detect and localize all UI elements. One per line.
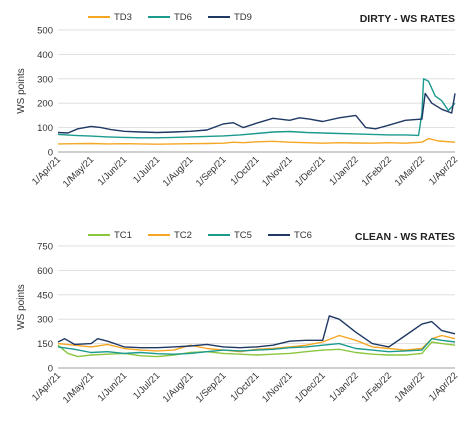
- chart-title: CLEAN - WS RATES: [355, 231, 455, 243]
- x-tick-label: 1/Jul/21: [131, 154, 162, 185]
- series-line-td9: [57, 92, 456, 134]
- legend-entry: TC1: [114, 230, 132, 241]
- y-tick-label: 300: [37, 315, 53, 326]
- series-line-tc5: [57, 338, 456, 355]
- y-tick-label: 100: [37, 123, 53, 134]
- x-tick-label: 1/May/21: [61, 370, 96, 405]
- x-tick-label: 1/Apr/21: [30, 154, 63, 187]
- chart-title: DIRTY - WS RATES: [360, 13, 455, 25]
- x-tick-label: 1/Sep/21: [194, 370, 229, 405]
- clean-ws-rates-chart: 0 150 300 450 600 750 1/Apr/211/May/21 1/Jun/21…: [16, 230, 460, 406]
- y-axis-label: WS points: [16, 284, 27, 330]
- series-line-tc1: [57, 341, 456, 358]
- x-tick-label: 1/Dec/21: [293, 154, 328, 189]
- series-line-td3: [57, 137, 456, 145]
- y-tick-label: 750: [37, 242, 53, 253]
- x-tick-label: 1/Jun/21: [96, 370, 130, 404]
- x-tick-label: 1/Jul/21: [131, 370, 162, 401]
- legend-entry: TD9: [234, 12, 252, 23]
- x-tick-label: 1/Feb/22: [360, 370, 394, 404]
- x-tick-label: 1/Sep/21: [194, 154, 229, 189]
- dirty-ws-rates-chart: 0 100 200 300 400 500 1/Apr/211/May/21 1/Jun/21…: [16, 12, 460, 190]
- legend-entry: TC5: [234, 230, 252, 241]
- x-tick-label: 1/Apr/21: [30, 370, 63, 403]
- x-tick-label: 1/Jun/21: [96, 154, 130, 188]
- series-line-td6: [57, 78, 456, 139]
- legend-entry: TD6: [174, 12, 192, 23]
- legend-entry: TC6: [294, 230, 312, 241]
- x-tick-label: 1/Oct/21: [228, 370, 261, 403]
- x-tick-label: 1/Oct/21: [228, 154, 261, 187]
- y-tick-label: 400: [37, 50, 53, 61]
- x-tick-label: 1/Apr/22: [427, 154, 460, 187]
- y-tick-label: 600: [37, 266, 53, 277]
- x-tick-label: 1/Mar/22: [393, 370, 427, 404]
- y-tick-label: 0: [48, 364, 53, 375]
- y-tick-label: 200: [37, 99, 53, 110]
- x-tick-label: 1/Apr/22: [427, 370, 460, 403]
- x-tick-label: 1/Jan/22: [327, 154, 361, 188]
- y-tick-label: 300: [37, 74, 53, 85]
- series-line-tc6: [57, 315, 456, 349]
- y-tick-label: 450: [37, 290, 53, 301]
- y-tick-label: 0: [48, 148, 53, 159]
- x-tick-label: 1/Aug/21: [161, 154, 196, 189]
- x-tick-label: 1/May/21: [61, 154, 96, 189]
- y-axis-label: WS points: [16, 68, 27, 114]
- x-tick-label: 1/Nov/21: [260, 370, 295, 405]
- x-tick-label: 1/Jan/22: [327, 370, 361, 404]
- series-line-tc2: [57, 334, 456, 353]
- y-tick-label: 500: [37, 26, 53, 37]
- x-tick-label: 1/Feb/22: [360, 154, 394, 188]
- legend-entry: TC2: [174, 230, 192, 241]
- x-tick-label: 1/Mar/22: [393, 154, 427, 188]
- x-tick-label: 1/Aug/21: [161, 370, 196, 405]
- x-tick-label: 1/Nov/21: [260, 154, 295, 189]
- x-tick-label: 1/Dec/21: [293, 370, 328, 405]
- legend-entry: TD3: [114, 12, 132, 23]
- y-tick-label: 150: [37, 339, 53, 350]
